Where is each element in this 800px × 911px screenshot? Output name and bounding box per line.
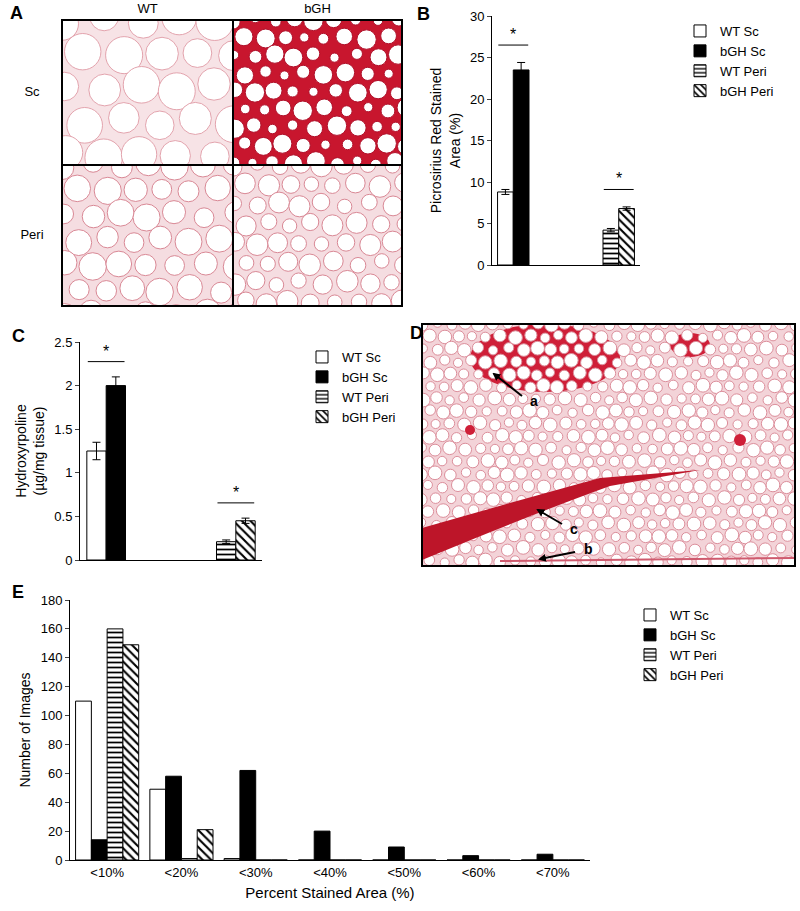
- svg-text:80: 80: [48, 737, 62, 752]
- svg-text:40: 40: [48, 795, 62, 810]
- svg-text:2.5: 2.5: [54, 335, 72, 350]
- svg-text:WT Sc: WT Sc: [670, 608, 709, 623]
- svg-text:*: *: [233, 484, 239, 501]
- svg-text:a: a: [530, 393, 538, 409]
- svg-text:WT Sc: WT Sc: [720, 24, 759, 39]
- svg-text:b: b: [584, 541, 593, 557]
- svg-text:Picrosirius Red StainedArea (%: Picrosirius Red StainedArea (%): [428, 68, 462, 214]
- svg-text:0: 0: [477, 258, 484, 273]
- svg-text:160: 160: [41, 621, 63, 636]
- svg-text:<60%: <60%: [462, 865, 496, 880]
- svg-text:Number of Images: Number of Images: [17, 672, 33, 787]
- svg-text:WT: WT: [137, 1, 157, 16]
- svg-text:100: 100: [41, 708, 63, 723]
- svg-text:<30%: <30%: [239, 865, 273, 880]
- svg-text:bGH Peri: bGH Peri: [342, 410, 396, 425]
- svg-text:1.5: 1.5: [54, 422, 72, 437]
- svg-text:*: *: [510, 26, 516, 43]
- svg-text:D: D: [410, 323, 423, 343]
- svg-text:bGH Sc: bGH Sc: [342, 370, 388, 385]
- svg-text:0: 0: [65, 553, 72, 568]
- svg-text:2: 2: [65, 378, 72, 393]
- svg-text:E: E: [12, 582, 24, 602]
- svg-text:<10%: <10%: [90, 865, 124, 880]
- svg-text:Peri: Peri: [20, 227, 43, 242]
- svg-text:Hydroxyrpoline(µg/mg tissue): Hydroxyrpoline(µg/mg tissue): [13, 404, 47, 498]
- svg-text:c: c: [570, 521, 578, 537]
- svg-text:10: 10: [470, 175, 484, 190]
- svg-text:20: 20: [470, 92, 484, 107]
- svg-text:<40%: <40%: [313, 865, 347, 880]
- svg-text:*: *: [616, 170, 622, 187]
- svg-text:15: 15: [470, 133, 484, 148]
- svg-text:WT Sc: WT Sc: [342, 350, 381, 365]
- svg-text:60: 60: [48, 766, 62, 781]
- svg-text:*: *: [103, 343, 109, 360]
- svg-text:bGH Peri: bGH Peri: [670, 668, 724, 683]
- svg-text:WT Peri: WT Peri: [670, 648, 717, 663]
- svg-text:1: 1: [65, 465, 72, 480]
- svg-text:20: 20: [48, 824, 62, 839]
- svg-text:5: 5: [477, 216, 484, 231]
- svg-text:120: 120: [41, 679, 63, 694]
- svg-text:B: B: [417, 4, 430, 24]
- svg-text:bGH Sc: bGH Sc: [670, 628, 716, 643]
- svg-text:30: 30: [470, 9, 484, 24]
- svg-text:0: 0: [55, 853, 62, 868]
- svg-text:25: 25: [470, 50, 484, 65]
- svg-text:WT Peri: WT Peri: [342, 390, 389, 405]
- svg-text:<50%: <50%: [387, 865, 421, 880]
- svg-text:WT Peri: WT Peri: [720, 64, 767, 79]
- svg-text:<20%: <20%: [165, 865, 199, 880]
- svg-text:bGH Peri: bGH Peri: [720, 84, 774, 99]
- svg-text:Percent Stained Area (%): Percent Stained Area (%): [245, 884, 414, 901]
- svg-text:A: A: [10, 3, 23, 23]
- svg-text:bGH: bGH: [304, 1, 331, 16]
- svg-text:140: 140: [41, 650, 63, 665]
- svg-text:bGH Sc: bGH Sc: [720, 44, 766, 59]
- svg-text:0.5: 0.5: [54, 509, 72, 524]
- svg-text:C: C: [12, 326, 25, 346]
- svg-text:<70%: <70%: [536, 865, 570, 880]
- svg-text:Sc: Sc: [24, 84, 40, 99]
- svg-text:180: 180: [41, 593, 63, 608]
